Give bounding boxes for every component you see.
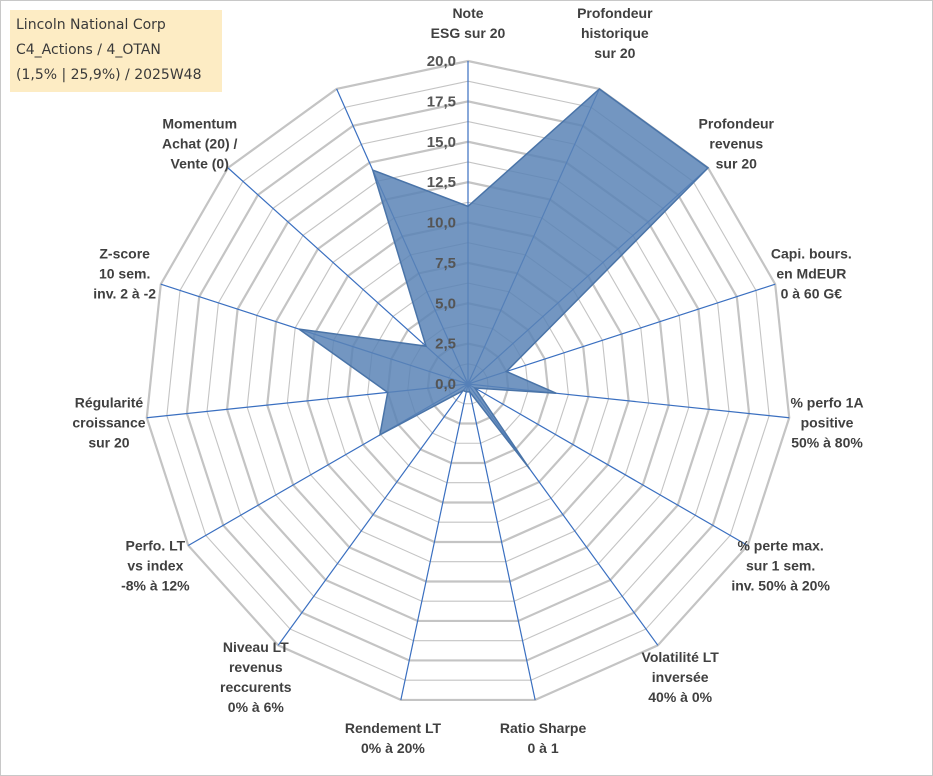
category-label: Perfo. LT vs index -8% à 12% — [121, 538, 190, 594]
category-label: Momentum Achat (20) / Vente (0) — [162, 115, 238, 171]
category-label: Niveau LT revenus reccurents 0% à 6% — [220, 639, 292, 715]
axis-spoke — [467, 283, 776, 385]
category-labels: Note ESG sur 20 Profondeur historique sur 20… — [72, 5, 863, 756]
performance-week: (1,5% | 25,9%) / 2025W48 — [16, 67, 202, 83]
tick-label: 17,5 — [427, 93, 456, 110]
grid-ring — [246, 161, 690, 602]
category-label: Rendement LT 0% à 20% — [345, 720, 442, 756]
series-area — [298, 87, 710, 470]
category-label: % perfo 1A positive 50% à 80% — [790, 395, 863, 451]
radar-grid — [145, 59, 791, 702]
grid-ring — [206, 121, 730, 642]
grid-ring — [346, 261, 590, 504]
radial-tick-labels: 0,0 2,5 5,0 7,5 10,0 12,5 15,0 17,5 20,0 — [427, 53, 456, 393]
tick-label: 10,0 — [427, 215, 456, 232]
tick-label: 20,0 — [427, 53, 456, 70]
axis-spoke — [467, 383, 536, 701]
category-label: Régularité croissance sur 20 — [72, 395, 145, 451]
tick-label: 5,0 — [435, 295, 456, 312]
grid-ring — [145, 59, 791, 702]
tick-label: 12,5 — [427, 174, 456, 191]
axis-spoke — [467, 383, 749, 547]
grid-ring — [367, 282, 569, 484]
category-label: Volatilité LT inversée 40% à 0% — [642, 649, 720, 705]
portfolio-category: C4_Actions / 4_OTAN — [16, 42, 161, 58]
category-label: Note ESG sur 20 — [431, 5, 506, 41]
grid-ring — [326, 242, 610, 523]
tick-label: 7,5 — [435, 255, 456, 272]
chart-title-box: Lincoln National Corp C4_Actions / 4_OTA… — [10, 10, 222, 92]
grid-ring — [306, 221, 630, 544]
axis-spoke — [400, 383, 469, 701]
tick-label: 0,0 — [435, 376, 456, 393]
category-label: Profondeur revenus sur 20 — [699, 115, 775, 171]
category-label: Capi. bours. en MdEUR 0 à 60 G€ — [771, 245, 852, 301]
category-label: Ratio Sharpe 0 à 1 — [500, 720, 587, 756]
category-label: Z-score 10 sem. inv. 2 à -2 — [93, 245, 156, 301]
grid-ring — [266, 181, 670, 583]
company-name: Lincoln National Corp — [16, 17, 166, 33]
tick-label: 2,5 — [435, 336, 456, 353]
tick-label: 15,0 — [427, 134, 456, 151]
category-label: Profondeur historique sur 20 — [577, 5, 653, 61]
grid-ring — [166, 80, 770, 681]
category-label: % perte max. sur 1 sem. inv. 50% à 20% — [731, 538, 830, 594]
grid-ring — [185, 100, 751, 662]
grid-ring — [225, 140, 711, 623]
radar-series — [298, 87, 710, 470]
axis-spoke — [277, 383, 469, 646]
grid-ring — [286, 201, 650, 563]
